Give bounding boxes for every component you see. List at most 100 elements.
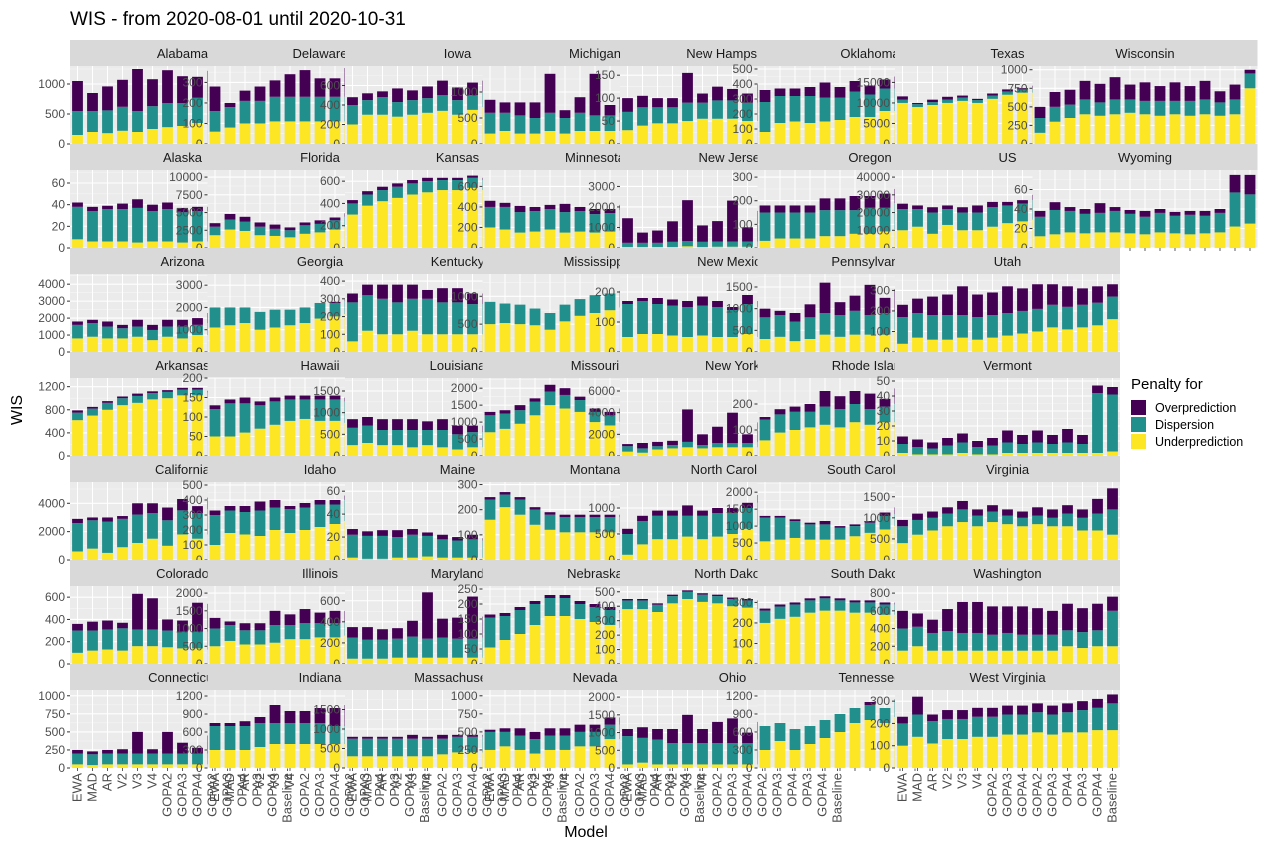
bar-segment-under — [177, 242, 188, 248]
y-tick-label: 1500 — [313, 703, 340, 717]
bar-segment-under — [392, 445, 403, 456]
bar-segment-over — [254, 623, 266, 631]
bar-segment-over — [819, 82, 831, 98]
bar-segment-disp — [224, 726, 236, 750]
bar-segment-disp — [972, 100, 983, 103]
bar-segment-disp — [559, 735, 571, 750]
bar-segment-over — [804, 522, 816, 525]
facet-strip-label: US — [998, 150, 1016, 165]
y-tick-label: 600 — [320, 79, 340, 93]
facet-strip — [895, 560, 1120, 586]
bar-segment-disp — [1107, 610, 1118, 647]
bar-segment-over — [467, 425, 478, 433]
bar-segment-under — [192, 764, 203, 768]
bar-segment-under — [1017, 333, 1028, 352]
bar-segment-under — [162, 545, 173, 560]
bar-segment-disp — [897, 526, 908, 544]
bar-segment-over — [789, 88, 801, 96]
bar-segment-under — [589, 232, 601, 248]
bar-segment-under — [834, 610, 846, 664]
bar-segment-over — [652, 510, 663, 516]
facet-panel: Washington0200400600800 — [870, 560, 1120, 671]
bar-segment-disp — [1154, 212, 1166, 233]
bar-segment-over — [622, 444, 633, 447]
bar-segment-under — [819, 610, 831, 664]
bar-segment-under — [314, 637, 326, 664]
y-tick-label: 300 — [732, 92, 752, 106]
bar-segment-over — [622, 98, 633, 112]
bar-segment-over — [774, 310, 786, 316]
bar-segment-under — [347, 214, 358, 248]
bar-segment-under — [559, 408, 571, 456]
x-tick-label: GOPA4 — [1015, 773, 1030, 817]
bar-segment-over — [132, 319, 143, 327]
bar-segment-under — [987, 736, 998, 768]
bar-segment-over — [514, 728, 526, 736]
bar-segment-under — [682, 447, 693, 456]
bar-segment-disp — [1032, 634, 1043, 651]
legend-label: Underprediction — [1155, 435, 1243, 449]
bar-segment-under — [864, 117, 876, 144]
bar-segment-disp — [1047, 304, 1058, 328]
bar-segment-under — [727, 118, 738, 144]
bar-segment-disp — [224, 107, 236, 128]
x-tick-label: V4 — [695, 773, 710, 789]
bar-segment-under — [209, 327, 221, 352]
bar-segment-over — [1062, 603, 1073, 631]
y-tick-label: 3000 — [588, 179, 615, 193]
y-tick-label: 1500 — [451, 398, 478, 412]
y-tick-label: 1000 — [1001, 63, 1028, 77]
bar-segment-under — [897, 745, 908, 768]
y-tick-label: 200 — [320, 219, 340, 233]
bar-segment-disp — [254, 723, 266, 747]
facet-strip-label: Tennessee — [839, 670, 902, 685]
bar-segment-disp — [117, 106, 128, 131]
bar-segment-under — [712, 337, 723, 352]
bar-segment-over — [377, 736, 388, 739]
bar-segment-under — [437, 447, 448, 456]
bar-segment-under — [452, 114, 463, 144]
bar-segment-disp — [1062, 306, 1073, 330]
bar-segment-disp — [637, 107, 648, 126]
bar-segment-disp — [834, 97, 846, 120]
bar-segment-over — [727, 307, 738, 310]
bar-segment-disp — [1034, 118, 1046, 133]
y-tick-label: 1500 — [176, 604, 203, 618]
y-tick-label: 100 — [320, 327, 340, 341]
bar-segment-over — [622, 729, 633, 737]
bar-segment-disp — [604, 115, 616, 131]
y-tick-label: 0 — [58, 657, 65, 671]
bar-segment-under — [682, 599, 693, 664]
bar-segment-under — [1107, 646, 1118, 664]
bar-segment-over — [392, 284, 403, 303]
y-tick-label: 0 — [746, 761, 753, 775]
bar-segment-disp — [254, 311, 266, 330]
bar-segment-disp — [484, 415, 496, 433]
bar-segment-under — [467, 447, 478, 456]
y-tick-label: 200 — [870, 716, 890, 730]
bar-segment-under — [942, 739, 953, 768]
bar-segment-over — [652, 441, 663, 447]
bar-segment-over — [1017, 200, 1028, 204]
bar-segment-disp — [329, 504, 341, 524]
bar-segment-over — [622, 599, 633, 601]
bar-segment-disp — [774, 606, 786, 619]
facet-strip-label: Wisconsin — [1115, 46, 1174, 61]
y-tick-label: 200 — [732, 616, 752, 630]
bar-segment-under — [652, 539, 663, 560]
facet-panel: Wyoming0204060 — [1014, 144, 1258, 255]
bar-segment-disp — [437, 430, 448, 448]
bar-segment-disp — [269, 723, 281, 744]
bar-segment-over — [742, 502, 753, 508]
bar-segment-disp — [604, 293, 616, 311]
bar-segment-over — [422, 177, 433, 182]
bar-segment-over — [834, 302, 846, 316]
bar-segment-over — [1092, 698, 1103, 708]
bar-segment-under — [1077, 530, 1088, 560]
bar-segment-over — [652, 298, 663, 304]
bar-segment-over — [1032, 507, 1043, 516]
bar-segment-over — [132, 731, 143, 754]
bar-segment-disp — [789, 729, 801, 750]
bar-segment-under — [544, 329, 556, 352]
bar-segment-under — [804, 123, 816, 144]
